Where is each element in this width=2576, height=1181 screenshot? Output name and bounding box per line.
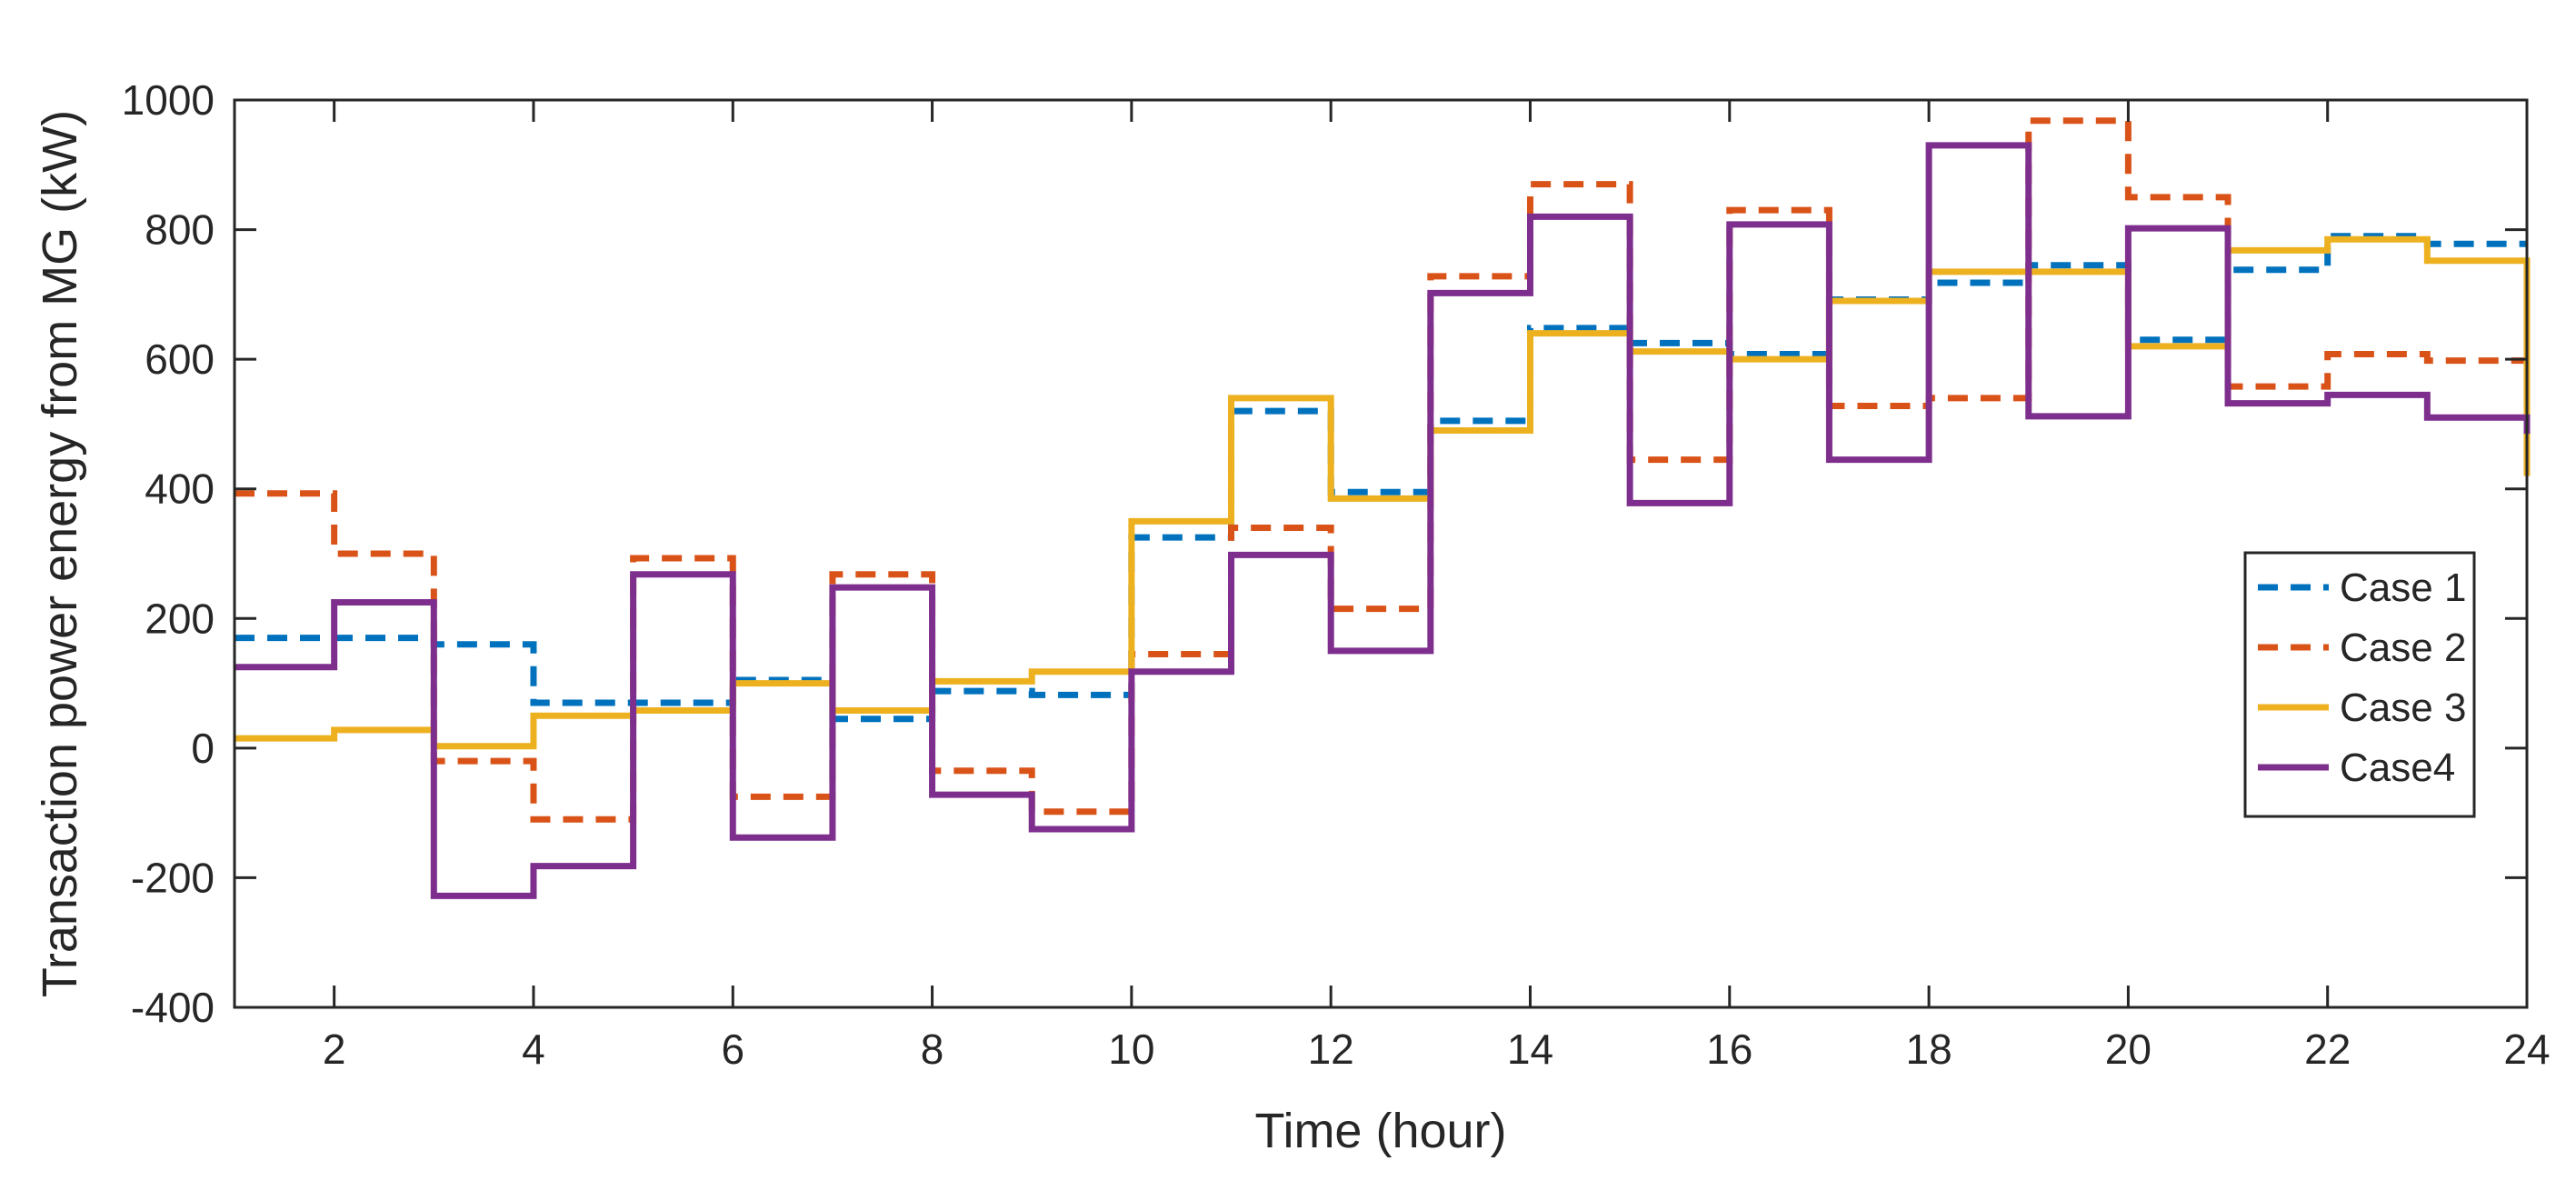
x-tick-label: 22 — [2304, 1026, 2351, 1073]
legend-label: Case 3 — [2340, 686, 2466, 730]
series-line-case4 — [235, 142, 2531, 899]
x-tick-label: 24 — [2503, 1026, 2550, 1073]
y-axis-label: Transaction power energy from MG (kW) — [33, 110, 87, 997]
legend-label: Case 1 — [2340, 565, 2466, 610]
series-layer — [235, 117, 2531, 899]
x-tick-label: 14 — [1507, 1026, 1553, 1073]
legend-label: Case4 — [2340, 746, 2455, 790]
x-tick-label: 6 — [721, 1026, 744, 1073]
y-tick-label: 600 — [145, 335, 215, 383]
x-tick-label: 10 — [1108, 1026, 1154, 1073]
y-tick-label: 1000 — [122, 76, 215, 124]
plot-area — [235, 100, 2527, 1007]
x-tick-label: 20 — [2105, 1026, 2152, 1073]
x-tick-label: 16 — [1706, 1026, 1752, 1073]
y-tick-label: 200 — [145, 595, 215, 642]
x-tick-label: 4 — [522, 1026, 545, 1073]
y-tick-label: -200 — [131, 854, 215, 901]
legend-box — [2243, 551, 2476, 818]
legend: Case 1 Case 2 Case 3 Case4 — [2243, 551, 2476, 818]
x-tick-label: 8 — [921, 1026, 944, 1073]
plot-frame — [233, 98, 2529, 1009]
y-tick-label: -400 — [131, 984, 215, 1031]
x-tick-label: 2 — [323, 1026, 346, 1073]
x-tick-label: 12 — [1308, 1026, 1354, 1073]
legend-label: Case 2 — [2340, 626, 2466, 670]
y-tick-label: 800 — [145, 206, 215, 254]
x-axis-label: Time (hour) — [1254, 1104, 1506, 1158]
y-tick-label: 0 — [191, 725, 215, 772]
y-tick-label: 400 — [145, 465, 215, 513]
tick-layer: 2 4 6 8 10 12 14 16 18 20 22 24-400-200020040060080… — [122, 76, 2551, 1073]
x-tick-label: 18 — [1906, 1026, 1952, 1073]
